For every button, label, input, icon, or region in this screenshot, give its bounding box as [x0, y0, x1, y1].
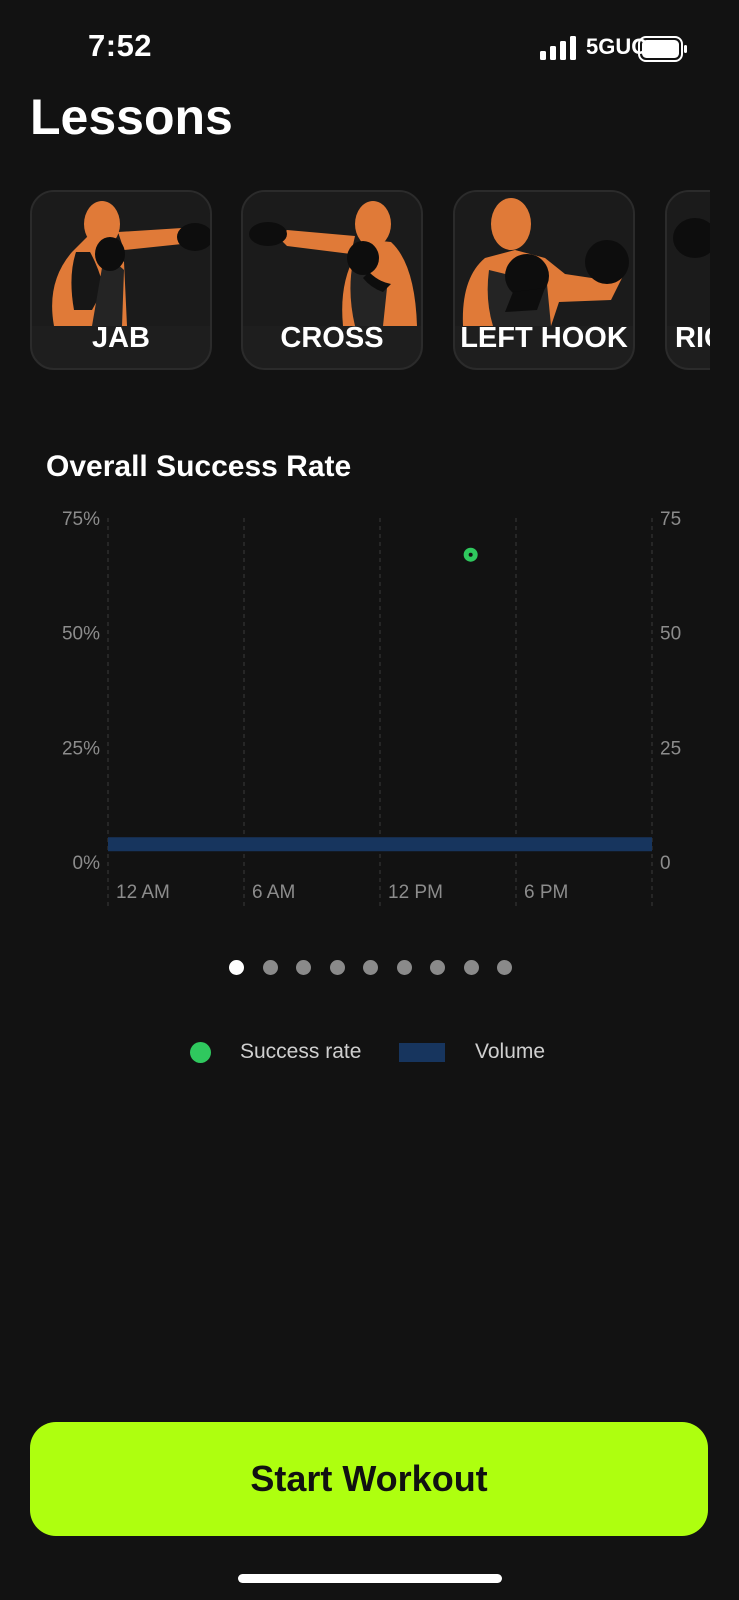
start-workout-button[interactable]: Start Workout	[30, 1422, 708, 1536]
lesson-label-left-hook: LEFT HOOK	[460, 322, 628, 354]
boxer-cross-icon	[243, 192, 421, 326]
battery-icon	[638, 36, 687, 62]
lesson-label-jab: JAB	[91, 322, 150, 354]
status-time: 7:52	[88, 28, 153, 63]
x-tick-label: 6 PM	[524, 882, 568, 903]
success-rate-chart: 0% 25% 50% 75% 0 25 50 75 12 AM 6 AM 12 PM 6 PM	[62, 509, 681, 908]
volume-bar	[108, 837, 652, 852]
lesson-label-right-hook: RIG	[675, 322, 710, 354]
chart-title: Overall Success Rate	[46, 450, 352, 483]
pager-dot[interactable]	[430, 960, 445, 975]
y-right-tick-label: 0	[660, 853, 671, 874]
y-left-tick-label: 0%	[73, 853, 101, 874]
chart-legend: Success rate Volume	[0, 1036, 739, 1072]
lesson-label-cross: CROSS	[280, 322, 384, 354]
network-label: 5GUC	[586, 34, 648, 59]
boxer-left-hook-icon	[455, 192, 633, 326]
lessons-carousel[interactable]: JAB CROSS LEFT HOOK RIG	[30, 190, 710, 374]
y-left-tick-label: 50%	[62, 624, 100, 645]
legend-label-success-rate: Success rate	[240, 1040, 362, 1063]
x-tick-label: 6 AM	[252, 882, 295, 903]
pager-dot[interactable]	[396, 960, 412, 975]
success-rate-point	[463, 547, 478, 562]
lesson-card-left-hook[interactable]: LEFT HOOK	[453, 190, 635, 370]
chart-pager[interactable]	[0, 960, 739, 980]
pager-dot[interactable]	[262, 960, 278, 975]
pager-dot[interactable]	[497, 960, 512, 975]
status-bar: 7:52 5GUC	[0, 0, 739, 100]
x-tick-label: 12 PM	[388, 882, 443, 903]
pager-dot[interactable]	[463, 960, 479, 975]
signal-icon	[540, 36, 576, 60]
legend-swatch-success-rate	[190, 1042, 211, 1063]
page-title: Lessons	[30, 89, 233, 145]
home-indicator[interactable]	[238, 1574, 502, 1583]
y-right-tick-label: 75	[660, 509, 681, 530]
y-right-tick-label: 50	[660, 624, 681, 645]
boxer-jab-icon	[32, 192, 210, 326]
pager-dot[interactable]	[296, 960, 311, 975]
lesson-card-cross[interactable]: CROSS	[241, 190, 423, 370]
pager-dot[interactable]	[229, 960, 244, 975]
chart-grid	[107, 518, 653, 908]
y-left-tick-label: 25%	[62, 738, 100, 759]
lesson-card-right-hook[interactable]: RIG	[665, 190, 710, 370]
x-tick-label: 12 AM	[116, 882, 170, 903]
pager-dot[interactable]	[363, 960, 378, 975]
legend-swatch-volume	[399, 1043, 445, 1062]
y-left-tick-label: 75%	[62, 509, 100, 530]
y-right-tick-label: 25	[660, 738, 681, 759]
lesson-card-jab[interactable]: JAB	[30, 190, 212, 370]
legend-label-volume: Volume	[475, 1040, 546, 1063]
boxer-right-hook-icon	[667, 192, 710, 326]
pager-dot[interactable]	[329, 960, 345, 975]
